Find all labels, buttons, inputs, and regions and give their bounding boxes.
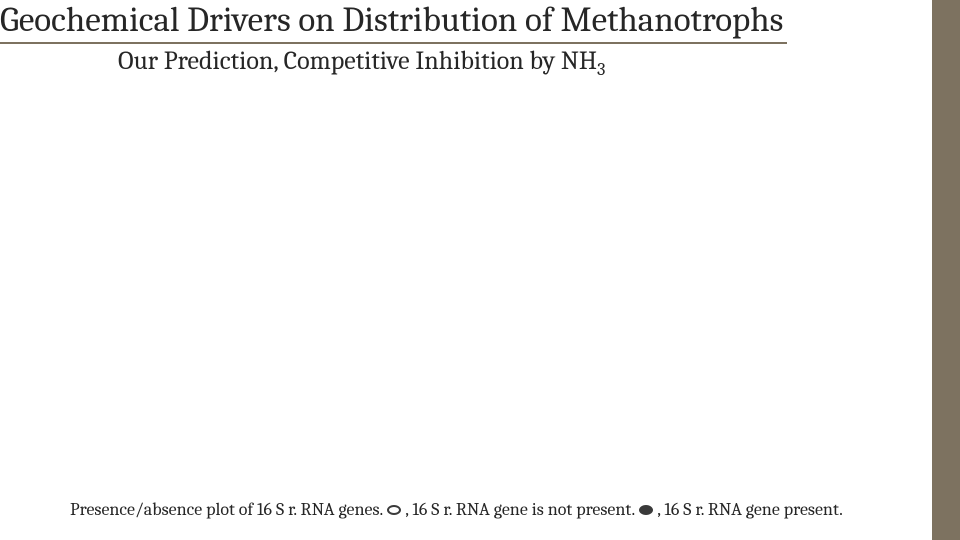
- subtitle-subscript: 3: [597, 59, 605, 80]
- right-accent-stripe: [932, 0, 960, 540]
- page-subtitle: Our Prediction, Competitive Inhibition b…: [118, 46, 605, 76]
- caption-text-1: Presence/absence plot of 16 S r. RNA gen…: [70, 499, 383, 520]
- filled-ellipse-icon: [639, 505, 653, 515]
- caption-text-2: , 16 S r. RNA gene is not present.: [405, 499, 635, 520]
- open-ellipse-icon: [387, 505, 401, 515]
- subtitle-text: Our Prediction, Competitive Inhibition b…: [118, 46, 597, 76]
- caption-legend: Presence/absence plot of 16 S r. RNA gen…: [70, 499, 843, 520]
- caption-text-3: , 16 S r. RNA gene present.: [657, 499, 843, 520]
- page-title: Geochemical Drivers on Distribution of M…: [0, 0, 787, 44]
